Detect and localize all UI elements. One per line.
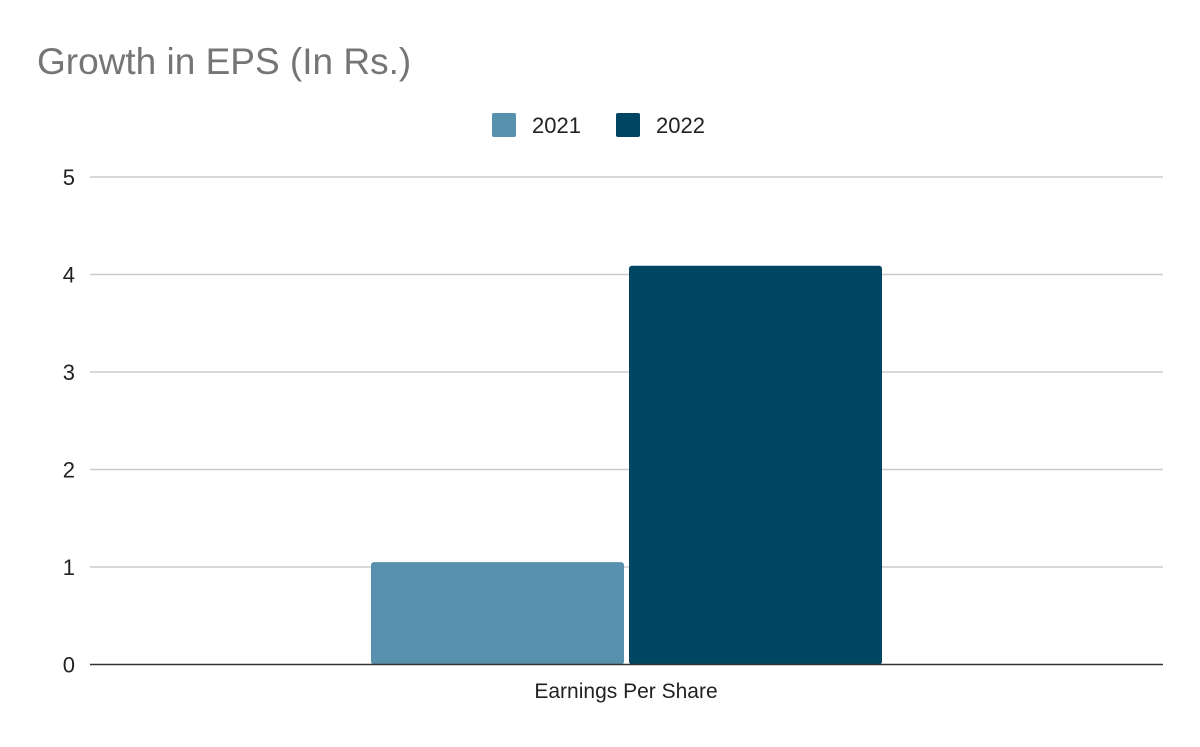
legend-label-2021: 2021 <box>532 113 581 138</box>
y-tick-label: 4 <box>63 263 75 288</box>
y-tick-label: 1 <box>63 555 75 580</box>
gridlines <box>90 176 1163 568</box>
chart-title: Growth in EPS (In Rs.) <box>37 41 411 82</box>
y-tick-label: 5 <box>63 165 75 190</box>
y-tick-label: 3 <box>63 360 75 385</box>
legend: 2021 2022 <box>492 113 705 138</box>
legend-swatch-2022 <box>616 113 640 137</box>
legend-label-2022: 2022 <box>656 113 705 138</box>
y-tick-label: 2 <box>63 458 75 483</box>
legend-swatch-2021 <box>492 113 516 137</box>
bars <box>371 265 882 665</box>
bar-2022[interactable] <box>629 265 882 665</box>
bar-2021[interactable] <box>371 562 624 665</box>
y-axis-tick-labels: 0 1 2 3 4 5 <box>63 165 75 678</box>
y-tick-label: 0 <box>63 653 75 678</box>
x-axis-category-label: Earnings Per Share <box>534 680 717 703</box>
